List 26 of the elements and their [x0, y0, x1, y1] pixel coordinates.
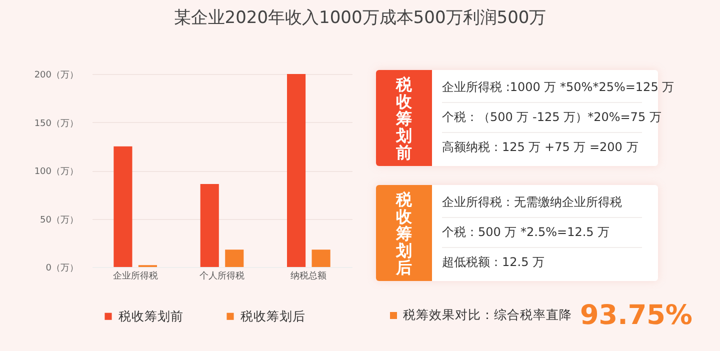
chart-title: 某企业2020年收入1000万成本500万利润500万	[172, 7, 548, 29]
text: 个税：（500 万 -125 万）*20%=75 万	[442, 109, 662, 126]
text: 企业所得税：无需缴纳企业所得税	[442, 194, 623, 211]
y-tick-label: 0（万）	[46, 264, 78, 274]
bar	[225, 250, 244, 267]
text: 高额纳税：125 万 +75 万 =200 万	[442, 139, 640, 156]
text: 税收筹划后	[395, 190, 413, 276]
legend-label: 税收筹划后	[240, 308, 306, 324]
text: 税筹效果对比：综合税率直降	[403, 307, 572, 324]
bar	[114, 146, 132, 267]
text: 企业所得税 :1000 万 *50%*25%=125 万	[442, 79, 674, 96]
x-tick-label: 企业所得税	[112, 270, 158, 282]
text: 税收筹划前	[395, 74, 413, 162]
text: 93.75%	[580, 300, 692, 331]
bar	[287, 74, 306, 267]
legend-label: 税收筹划前	[118, 308, 184, 324]
bar	[200, 184, 219, 267]
y-tick-label: 100（万）	[34, 167, 78, 177]
x-tick-label: 纳税总额	[290, 270, 327, 282]
text: 个税：500 万 *2.5%=12.5 万	[442, 224, 611, 241]
y-tick-label: 50（万）	[40, 215, 78, 226]
bar	[312, 250, 330, 267]
y-tick-label: 200（万）	[34, 70, 78, 80]
y-tick-label: 150（万）	[34, 118, 78, 129]
text: 超低税额：12.5 万	[442, 254, 546, 271]
x-tick-label: 个人所得税	[200, 270, 244, 282]
